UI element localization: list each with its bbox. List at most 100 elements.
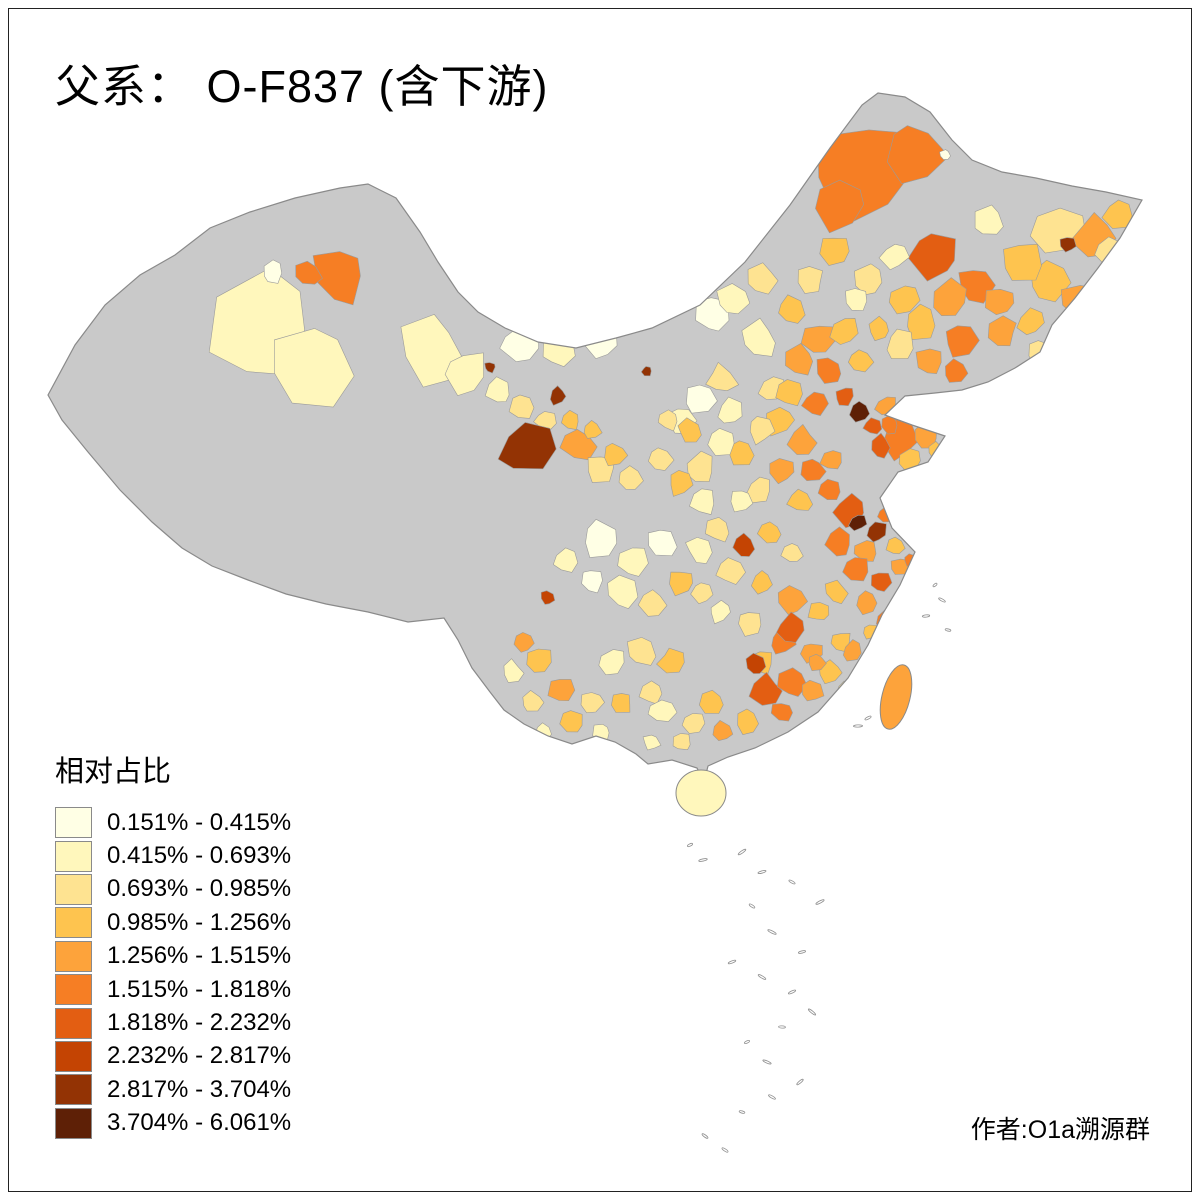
prefecture-region <box>829 317 859 345</box>
legend-swatch <box>55 1007 92 1039</box>
island-speck <box>698 858 708 862</box>
prefecture-region <box>797 266 823 294</box>
legend-item-label: 1.818% - 2.232% <box>107 1009 292 1037</box>
prefecture-region <box>552 547 579 573</box>
legend-item-label: 2.817% - 3.704% <box>107 1075 292 1103</box>
legend-item-label: 0.985% - 1.256% <box>107 908 292 936</box>
legend-swatch <box>55 940 92 972</box>
prefecture-region <box>712 720 734 742</box>
prefecture-region <box>939 149 951 160</box>
prefecture-region <box>868 315 889 342</box>
prefecture-region <box>598 649 625 676</box>
prefecture-region <box>819 659 843 685</box>
island-speck <box>757 870 767 874</box>
prefecture-region <box>669 571 693 597</box>
prefecture-region <box>915 348 942 375</box>
legend-item-label: 0.151% - 0.415% <box>107 808 292 836</box>
island-speck <box>796 1078 804 1086</box>
prefecture-region <box>888 285 921 315</box>
prefecture-region <box>484 376 510 403</box>
prefecture-region <box>842 639 862 662</box>
island-speck <box>768 1094 776 1100</box>
island-speck <box>686 843 694 847</box>
prefecture-region <box>1059 237 1077 253</box>
legend-item: 2.232% - 2.817% <box>55 1040 291 1073</box>
prefecture-region <box>1060 285 1098 318</box>
prefecture-region <box>522 690 545 712</box>
island-speck <box>788 879 796 885</box>
prefecture-region <box>672 733 691 751</box>
legend-title: 相对占比 <box>55 756 172 788</box>
prefecture-region <box>549 385 567 406</box>
prefecture-region <box>866 521 887 543</box>
legend-item-label: 2.232% - 2.817% <box>107 1042 292 1070</box>
prefecture-region <box>611 693 631 713</box>
island-speck <box>787 989 797 995</box>
legend-item: 3.704% - 6.061% <box>55 1107 291 1140</box>
prefecture-region <box>786 423 818 455</box>
prefecture-region <box>400 314 463 388</box>
prefecture-region <box>770 703 793 722</box>
island-speck <box>727 959 737 965</box>
prefecture-region <box>685 537 713 564</box>
prefecture-region <box>785 343 814 376</box>
prefecture-region <box>808 653 827 672</box>
prefecture-region <box>817 478 841 501</box>
island-speck <box>737 848 747 856</box>
prefecture-region <box>647 529 678 557</box>
prefecture-region <box>849 400 870 423</box>
prefecture-region <box>907 233 956 282</box>
prefecture-region <box>741 317 776 357</box>
prefecture-region <box>871 432 891 459</box>
south-china-sea-islands <box>686 582 952 1153</box>
prefecture-region <box>274 328 355 408</box>
prefecture-region <box>737 708 759 736</box>
prefecture-region <box>819 450 842 470</box>
taiwan-island <box>879 664 913 730</box>
legend-item: 1.256% - 1.515% <box>55 940 291 973</box>
prefecture-region <box>845 288 868 311</box>
prefecture-region <box>862 417 883 435</box>
legend-item: 1.515% - 1.818% <box>55 973 291 1006</box>
prefecture-region <box>945 325 980 358</box>
prefecture-region <box>263 259 283 284</box>
legend: 相对占比 0.151% - 0.415% 0.415% - 0.693% 0.6… <box>55 748 291 1140</box>
prefecture-region <box>607 574 639 609</box>
prefecture-region <box>497 422 557 470</box>
prefecture-region <box>745 652 767 674</box>
prefecture-region <box>747 262 779 295</box>
prefecture-region <box>503 658 525 683</box>
legend-item: 0.985% - 1.256% <box>55 906 291 939</box>
prefecture-region <box>730 490 754 513</box>
prefecture-region <box>842 557 869 582</box>
prefecture-region <box>677 417 702 443</box>
prefecture-region <box>484 362 496 374</box>
prefecture-region <box>987 315 1017 347</box>
prefecture-region <box>881 414 898 435</box>
prefecture-region <box>800 391 829 416</box>
prefecture-region <box>738 612 762 637</box>
prefecture-region <box>778 294 806 324</box>
prefecture-region <box>698 689 724 714</box>
prefecture-region <box>670 469 694 497</box>
prefecture-region <box>745 476 770 504</box>
prefecture-region <box>637 589 668 617</box>
prefecture-region <box>878 243 910 271</box>
prefecture-region <box>561 409 579 430</box>
prefecture-region <box>886 125 950 185</box>
legend-item: 0.415% - 0.693% <box>55 839 291 872</box>
prefecture-region <box>686 450 713 483</box>
legend-item: 0.693% - 0.985% <box>55 873 291 906</box>
prefecture-region <box>642 734 662 751</box>
prefecture-region <box>885 536 906 555</box>
island-speck <box>807 1008 817 1016</box>
prefecture-region <box>824 526 850 557</box>
prefecture-region <box>618 465 644 490</box>
prefecture-region <box>547 679 576 702</box>
legend-item: 0.151% - 0.415% <box>55 806 291 839</box>
prefecture-region <box>716 283 751 315</box>
prefecture-region <box>689 488 715 515</box>
prefecture-region <box>295 260 323 285</box>
prefecture-region <box>540 590 556 605</box>
